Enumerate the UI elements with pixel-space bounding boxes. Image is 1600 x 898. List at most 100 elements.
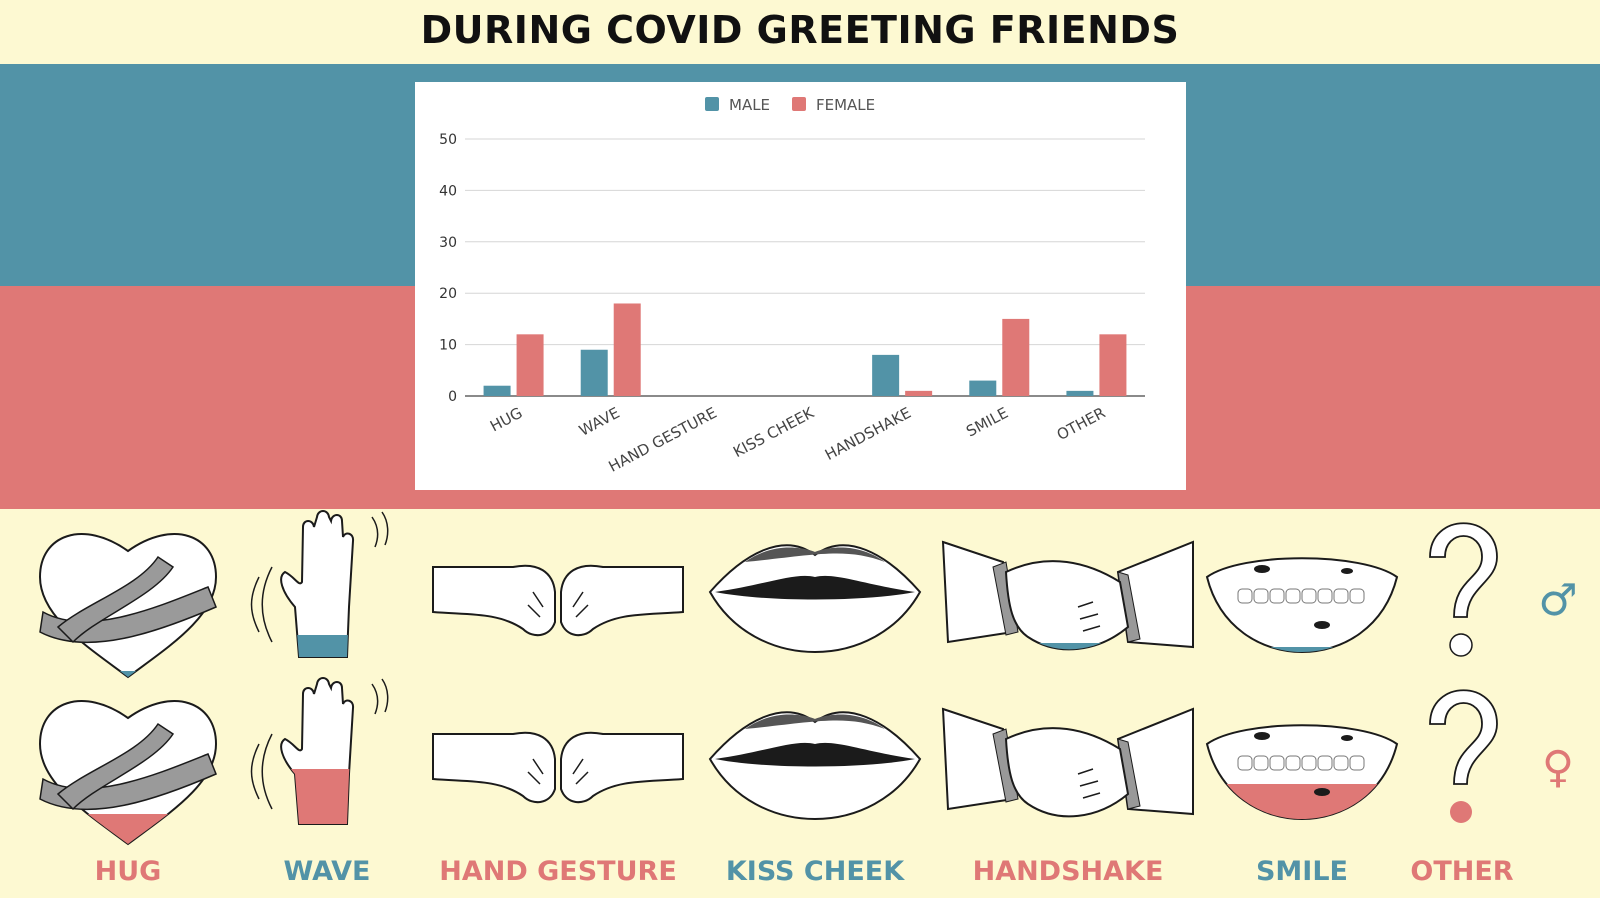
fist-right	[560, 731, 684, 804]
female-symbol-icon: ♀	[1542, 742, 1574, 793]
y-tick-label: 50	[439, 132, 457, 148]
mouth-dot	[1314, 788, 1330, 796]
question-mark-shape	[1429, 689, 1498, 785]
tooth	[1317, 755, 1333, 771]
tooth	[1269, 755, 1285, 771]
male-symbol-icon: ♂	[1538, 575, 1577, 626]
caption-hug: HUG	[94, 856, 162, 887]
arm	[56, 722, 175, 811]
chart-card: 0 10 20 30 40 50 MALE FEMALE HUG WAVE HAND GESTURE…	[415, 82, 1186, 490]
x-tick-label: HAND GESTURE	[606, 404, 720, 476]
bar-male-handshake	[872, 354, 900, 396]
tooth	[1333, 588, 1349, 604]
tooth	[1253, 588, 1269, 604]
fist-left	[432, 564, 556, 637]
mouth-dot	[1314, 621, 1330, 629]
bar-male-other	[1066, 390, 1094, 396]
x-tick-label: KISS CHEEK	[730, 403, 818, 461]
legend-label-male: MALE	[729, 96, 770, 114]
tooth	[1285, 588, 1301, 604]
x-tick-label: WAVE	[576, 404, 622, 440]
bar-female-other	[1099, 334, 1127, 396]
caption-smile: SMILE	[1255, 856, 1348, 887]
smile-fill	[1207, 647, 1397, 652]
tooth	[1301, 588, 1317, 604]
motion-lines	[371, 678, 389, 715]
handshake-icon	[941, 540, 1194, 651]
hug-icon	[38, 700, 218, 846]
motion-lines	[371, 511, 389, 548]
fist-bump-icon	[432, 731, 684, 804]
bar-female-smile	[1002, 318, 1030, 396]
tooth	[1237, 755, 1253, 771]
handshake-fill	[1006, 643, 1128, 650]
mouth-dot	[1254, 565, 1270, 573]
clasped-hands	[1004, 560, 1130, 651]
caption-handshake: HANDSHAKE	[972, 856, 1164, 887]
smile-icon	[1205, 724, 1399, 820]
y-tick-label: 20	[439, 286, 457, 302]
hand-shape	[280, 510, 355, 658]
x-tick-label: HANDSHAKE	[822, 404, 914, 464]
handshake-icon	[941, 707, 1194, 818]
tooth	[1253, 755, 1269, 771]
knuckle-lines	[527, 758, 589, 785]
caption-kiss-cheek: KISS CHEEK	[725, 856, 905, 887]
greeting-icons: ♂♀	[38, 510, 1578, 846]
legend-swatch-male	[705, 97, 719, 111]
tooth	[1285, 755, 1301, 771]
y-tick-label: 30	[439, 235, 457, 251]
icon-row-male: ♂	[38, 510, 1578, 679]
smile-icon	[1205, 557, 1399, 653]
caption-other: OTHER	[1410, 856, 1514, 887]
motion-lines	[250, 733, 273, 810]
hug-fill	[40, 814, 216, 844]
mouth-dot	[1341, 568, 1353, 574]
caption-hand-gesture: HAND GESTURE	[439, 856, 677, 887]
cuffs	[992, 561, 1141, 643]
lips-icon	[708, 711, 922, 820]
y-tick-label: 0	[448, 389, 457, 405]
bar-female-wave	[613, 303, 641, 396]
y-tick-label: 10	[439, 338, 457, 354]
lip-line	[715, 742, 915, 767]
bar-female-hug	[516, 334, 544, 396]
mouth-shape	[1205, 557, 1399, 653]
motion-lines	[250, 566, 273, 643]
wave-icon	[250, 677, 389, 825]
finger-lines	[1077, 768, 1101, 799]
bar-male-smile	[969, 380, 997, 396]
caption-wave: WAVE	[283, 856, 371, 887]
x-tick-label: SMILE	[963, 404, 1011, 441]
bar-female-handshake	[905, 390, 933, 396]
arm	[56, 555, 175, 644]
x-tick-label: HUG	[487, 404, 525, 436]
tooth	[1317, 588, 1333, 604]
question-mark-dot	[1450, 801, 1472, 823]
hug-fill	[40, 671, 216, 677]
clasped-hands	[1004, 727, 1130, 818]
smile-fill	[1207, 784, 1397, 819]
wave-fill	[281, 635, 354, 657]
mouth-dot	[1254, 732, 1270, 740]
lip-shade	[745, 547, 885, 562]
tooth	[1269, 588, 1285, 604]
fist-bump-icon	[432, 564, 684, 637]
tooth	[1333, 755, 1349, 771]
lip-line	[715, 575, 915, 600]
question-mark-icon	[1429, 522, 1498, 657]
question-mark-dot	[1449, 633, 1473, 657]
icon-row-female: ♀	[38, 677, 1574, 846]
wave-fill	[281, 769, 354, 824]
fist-right	[560, 564, 684, 637]
page-title: DURING COVID GREETING FRIENDS	[420, 8, 1180, 52]
x-tick-label: OTHER	[1054, 404, 1109, 444]
finger-lines	[1077, 601, 1101, 632]
wave-icon	[250, 510, 389, 658]
tooth	[1301, 755, 1317, 771]
legend-swatch-female	[792, 97, 806, 111]
bar-male-hug	[483, 385, 511, 396]
y-tick-label: 40	[439, 183, 457, 199]
legend-label-female: FEMALE	[816, 96, 875, 114]
